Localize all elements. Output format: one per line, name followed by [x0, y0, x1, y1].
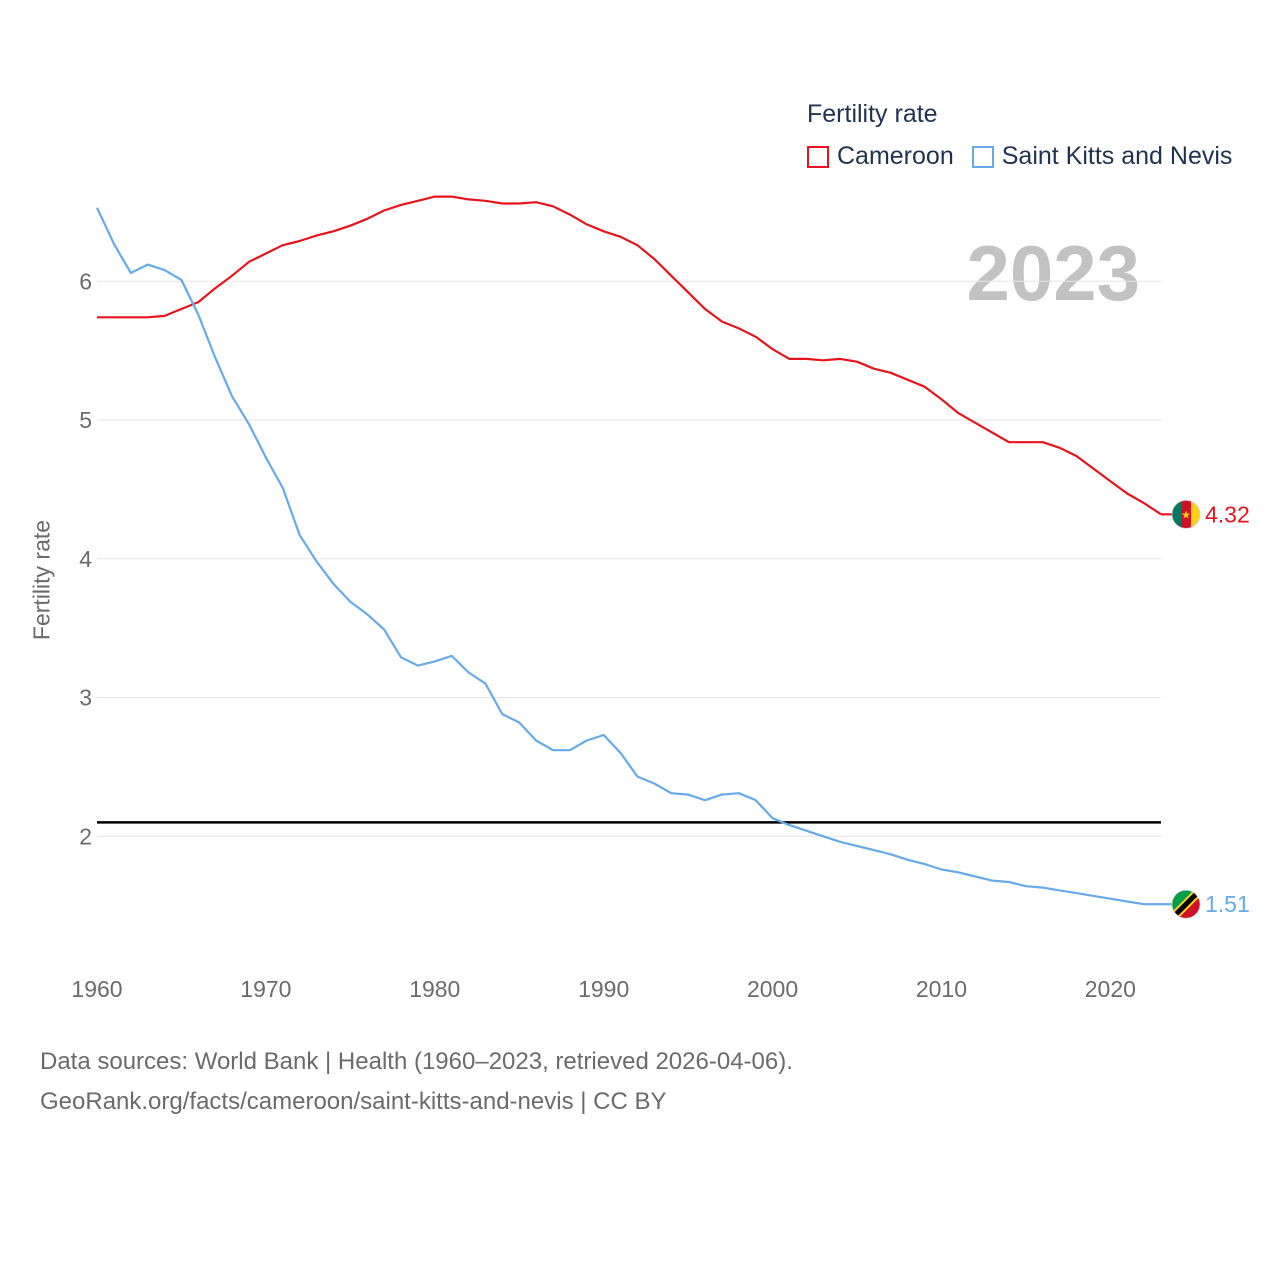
legend: Cameroon Saint Kitts and Nevis [807, 142, 1250, 171]
y-tick-label: 4 [79, 546, 92, 572]
series-line-cameroon[interactable] [97, 195, 1162, 516]
x-tick-label: 1990 [578, 976, 629, 1002]
legend-item-saint-kitts[interactable]: Saint Kitts and Nevis [971, 142, 1233, 171]
x-tick-label: 2010 [916, 976, 967, 1002]
footer: Data sources: World Bank | Health (1960–… [40, 1042, 793, 1122]
x-tick-label: 2000 [747, 976, 798, 1002]
y-tick-label: 2 [79, 823, 92, 849]
end-value-label-cameroon: 4.32 [1205, 501, 1250, 527]
end-value-label-saint-kitts-and-nevis: 1.51 [1205, 891, 1250, 917]
x-tick-label: 2020 [1085, 976, 1136, 1002]
legend-title: Fertility rate [807, 100, 938, 128]
legend-swatch-saint-kitts [971, 145, 994, 168]
legend-item-cameroon[interactable]: Cameroon [807, 142, 954, 171]
x-tick-label: 1980 [409, 976, 460, 1002]
series-line-saint-kitts-and-nevis[interactable] [96, 207, 1161, 906]
y-tick-labels: 2 3 4 5 6 [79, 268, 92, 849]
footer-sources: Data sources: World Bank | Health (1960–… [40, 1048, 793, 1075]
flag-icon-saint-kitts-and-nevis [1172, 890, 1200, 919]
x-tick-label: 1960 [71, 976, 122, 1002]
footer-link[interactable]: GeoRank.org/facts/cameroon/saint-kitts-a… [40, 1088, 667, 1115]
legend-swatch-cameroon [807, 145, 829, 168]
legend-label-cameroon: Cameroon [837, 142, 954, 170]
x-tick-label: 1970 [240, 976, 291, 1002]
legend-label-saint-kitts: Saint Kitts and Nevis [1001, 142, 1233, 170]
y-tick-label: 3 [79, 685, 92, 711]
gridlines [97, 280, 1161, 837]
svg-text:★: ★ [1181, 508, 1191, 521]
end-markers: ★ 4.32 1.51 [1161, 499, 1250, 919]
year-label: 2023 [966, 229, 1140, 317]
series-lines [96, 195, 1162, 906]
y-tick-label: 5 [79, 407, 92, 433]
x-tick-labels: 1960 1970 1980 1990 2000 2010 2020 [71, 976, 1136, 1002]
y-tick-label: 6 [79, 268, 92, 294]
flag-icon-cameroon: ★ [1172, 500, 1200, 529]
